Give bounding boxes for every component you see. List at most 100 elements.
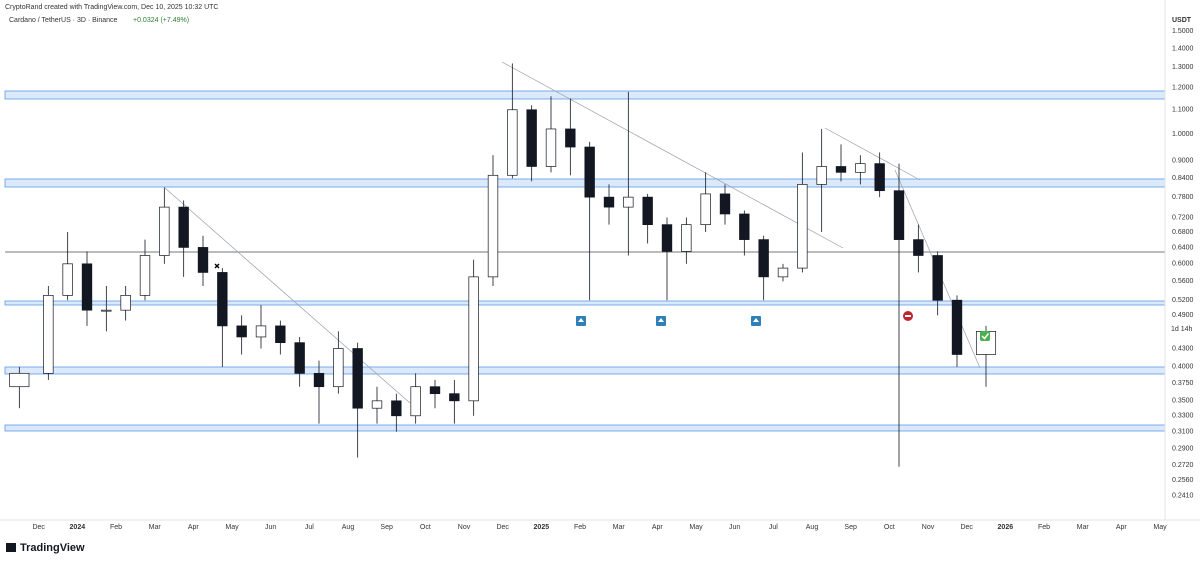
candle-body (603, 196, 615, 208)
candle-body (178, 206, 189, 248)
x-tick-label: Apr (652, 524, 664, 531)
y-tick-label: 0.6400 (1172, 244, 1194, 251)
candle-body (120, 295, 131, 311)
x-tick-label: May (1153, 524, 1167, 531)
candle-body (9, 372, 30, 388)
candle-body (313, 372, 325, 388)
x-tick-label: Mar (149, 524, 162, 531)
y-tick-label: 1.2000 (1172, 84, 1194, 91)
candle-body (739, 213, 750, 240)
x-tick-label: Dec (496, 524, 509, 531)
candle-body (410, 386, 421, 417)
y-tick-label: 0.6800 (1172, 229, 1194, 236)
x-tick-label: Jul (769, 524, 778, 531)
candle-body (932, 255, 943, 301)
candle-body (371, 400, 383, 409)
candle-body (855, 163, 866, 173)
candle-body (101, 309, 112, 312)
candle-body (255, 325, 267, 338)
x-tick-label: May (225, 524, 239, 531)
candle-body (584, 146, 595, 198)
x-tick-label: Mar (1077, 524, 1090, 531)
candle-body (275, 325, 286, 344)
candle-body (43, 295, 54, 374)
candle-body (159, 206, 170, 256)
x-tick-label: Oct (884, 524, 895, 531)
candle-body (333, 348, 344, 388)
stop-icon (903, 311, 913, 321)
candle-body (197, 247, 209, 273)
candle-body (681, 224, 692, 252)
y-tick-label: 0.9000 (1172, 158, 1194, 165)
candle-body (429, 386, 441, 395)
x-tick-label: Dec (32, 524, 45, 531)
y-tick-label: 0.5200 (1172, 297, 1194, 304)
y-tick-label: 0.7200 (1172, 214, 1194, 221)
x-tick-label: 2026 (998, 524, 1014, 531)
candle-body (236, 325, 247, 338)
x-tick-label: Oct (420, 524, 431, 531)
y-tick-label: 0.8400 (1172, 175, 1194, 182)
check-icon (980, 331, 990, 341)
y-tick-label: 0.5600 (1172, 278, 1194, 285)
x-marker (214, 263, 220, 269)
x-tick-label: Feb (574, 524, 586, 531)
trend-line (824, 127, 921, 181)
x-tick-label: Aug (806, 524, 819, 531)
candle-body (62, 263, 73, 296)
x-tick-label: Jul (305, 524, 314, 531)
candle-body (391, 400, 402, 417)
trend-line (501, 61, 844, 249)
y-tick-label: 0.3100 (1172, 429, 1194, 436)
x-tick-label: Nov (922, 524, 935, 531)
candle-body (449, 393, 460, 402)
y-tick-label: 0.6000 (1172, 261, 1194, 268)
buy-icon (576, 316, 586, 326)
buy-icon (751, 316, 761, 326)
x-tick-label: 2025 (534, 524, 550, 531)
x-tick-label: Feb (110, 524, 122, 531)
logo (6, 543, 16, 552)
candle-body (623, 196, 634, 208)
countdown: 1d 14h (1171, 326, 1193, 333)
y-tick-label: 1.5000 (1172, 28, 1194, 35)
y-tick-label: 1.0000 (1172, 131, 1194, 138)
y-tick-label: 0.7800 (1172, 194, 1194, 201)
logo-text: TradingView (20, 542, 85, 554)
chart-title: Cardano / TetherUS · 3D · Binance (9, 17, 118, 24)
y-tick-label: 0.2410 (1172, 493, 1194, 500)
y-tick-label: 0.4900 (1172, 312, 1194, 319)
candle-body (487, 174, 499, 278)
x-tick-label: Feb (1038, 524, 1050, 531)
candle-body (565, 128, 576, 148)
candle-body (526, 109, 537, 167)
x-tick-label: Jun (729, 524, 740, 531)
buy-icon (656, 316, 666, 326)
x-tick-label: Sep (380, 524, 393, 531)
candle-body (507, 109, 518, 176)
candle-body (139, 255, 151, 296)
resistance-zone (4, 90, 1166, 100)
candle-body (893, 190, 905, 240)
candles (9, 63, 997, 467)
credit: CryptoRand created with TradingView.com,… (5, 4, 218, 11)
y-axis-label: USDT (1172, 17, 1192, 24)
candle-body (545, 128, 557, 167)
y-tick-label: 1.1000 (1172, 107, 1194, 114)
support-zone (4, 424, 1166, 432)
y-tick-label: 0.4300 (1172, 345, 1194, 352)
y-tick-label: 0.4000 (1172, 364, 1194, 371)
y-tick-label: 0.3750 (1172, 380, 1194, 387)
x-tick-label: Aug (342, 524, 355, 531)
x-tick-label: Apr (188, 524, 200, 531)
y-tick-label: 0.2720 (1172, 462, 1194, 469)
y-tick-label: 0.3500 (1172, 398, 1194, 405)
candle-body (642, 196, 653, 225)
trend-line (164, 187, 411, 404)
candle-body (816, 166, 827, 185)
candle-body (951, 299, 963, 355)
x-tick-label: Dec (960, 524, 973, 531)
candle-body (700, 193, 711, 225)
